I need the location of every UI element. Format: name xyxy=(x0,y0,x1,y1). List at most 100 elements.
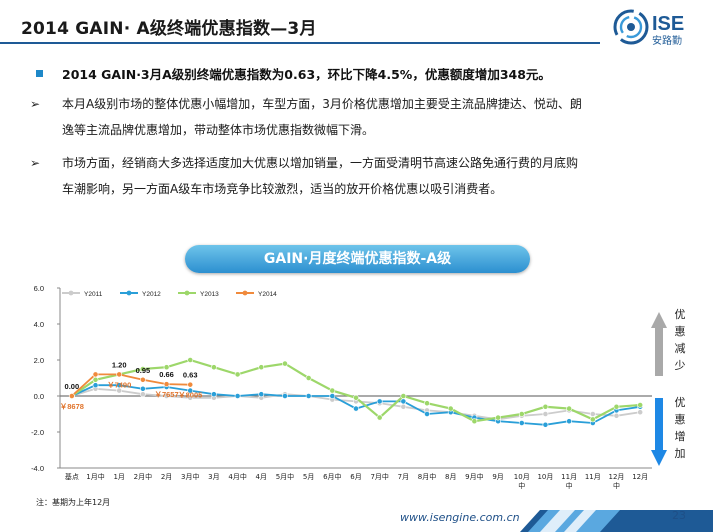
data-point xyxy=(305,375,312,381)
data-point xyxy=(116,371,123,378)
data-point xyxy=(187,387,194,394)
arrow-bullet-1: ➢ xyxy=(30,97,41,111)
data-point xyxy=(258,364,265,371)
para-2-line-2: 车潮影响，另一方面A级车市场竞争比较激烈，适当的放开价格优惠以吸引消费者。 xyxy=(62,182,503,196)
footer-url[interactable]: www.isengine.com.cn xyxy=(400,511,520,524)
data-label: ￥7657 xyxy=(154,390,178,399)
x-tick-label: 1月中 xyxy=(86,472,104,481)
arrow-bullet-2: ➢ xyxy=(30,156,41,170)
data-point xyxy=(542,403,549,410)
data-point xyxy=(447,405,454,412)
summary-para-1: 本月A级别市场的整体优惠小幅增加，车型方面，3月价格优惠增加主要受主流品牌捷达、… xyxy=(62,91,672,143)
data-label: ￥7490 xyxy=(107,380,131,389)
y-tick-label: -4.0 xyxy=(31,464,44,473)
legend-label: Y2014 xyxy=(258,291,277,298)
data-point xyxy=(566,405,573,412)
y-tick-label: 4.0 xyxy=(34,320,44,329)
data-point xyxy=(282,360,288,367)
y-tick-label: 0.0 xyxy=(34,392,44,401)
para-2-line-1: 市场方面，经销商大多选择适度加大优惠以增加销量，一方面受清明节高速公路免通行费的… xyxy=(62,156,579,170)
data-point xyxy=(305,393,312,399)
data-label: ￥8005 xyxy=(178,391,202,400)
legend-marker xyxy=(126,290,132,296)
data-point xyxy=(637,402,644,408)
legend-label: Y2011 xyxy=(84,291,103,298)
data-point xyxy=(566,418,573,425)
bullet-square xyxy=(36,70,43,77)
data-point xyxy=(329,393,336,399)
data-point xyxy=(353,405,359,412)
x-tick-label: 中 xyxy=(613,481,620,490)
x-tick-label: 中 xyxy=(518,481,525,490)
side-label-down-char: 加 xyxy=(675,447,686,460)
data-point xyxy=(68,393,75,399)
x-tick-label: 11月 xyxy=(561,473,577,481)
side-label-up-char: 惠 xyxy=(675,324,686,338)
data-point xyxy=(589,416,596,423)
x-tick-label: 5月中 xyxy=(276,472,294,481)
data-point xyxy=(376,414,383,421)
data-label: ￥8678 xyxy=(60,402,84,411)
data-point xyxy=(116,382,123,389)
x-tick-label: 中 xyxy=(566,481,573,490)
logo-sub: 安路勤 xyxy=(652,34,682,47)
data-point xyxy=(187,357,194,363)
y-tick-label: -2.0 xyxy=(31,428,44,437)
down-arrow-icon xyxy=(651,398,667,466)
data-point xyxy=(211,364,217,371)
x-tick-label: 基点 xyxy=(65,472,79,481)
legend-marker xyxy=(184,290,190,296)
logo-text: ISE xyxy=(652,13,684,35)
footnote: 注：基期为上年12月 xyxy=(36,498,111,507)
x-tick-label: 8月中 xyxy=(418,472,436,481)
title-rule xyxy=(0,42,600,44)
data-point xyxy=(518,420,525,426)
x-tick-label: 4月 xyxy=(256,473,267,481)
data-point xyxy=(282,393,288,399)
data-point xyxy=(424,411,430,417)
x-tick-label: 8月 xyxy=(445,473,456,481)
page-number: 23 xyxy=(672,509,686,522)
side-label-down-char: 优 xyxy=(675,396,686,409)
data-point xyxy=(376,398,383,405)
side-label-down-char: 惠 xyxy=(675,412,686,426)
y-tick-label: 2.0 xyxy=(34,356,44,365)
x-tick-label: 9月 xyxy=(492,473,503,481)
summary-para-2: 市场方面，经销商大多选择适度加大优惠以增加销量，一方面受清明节高速公路免通行费的… xyxy=(62,150,672,202)
x-tick-label: 2月 xyxy=(161,473,172,481)
x-tick-label: 12月 xyxy=(632,473,648,481)
x-tick-label: 6月 xyxy=(350,473,361,481)
data-point xyxy=(329,387,336,394)
x-tick-label: 7月中 xyxy=(370,472,388,481)
series-line-Y2014 xyxy=(71,373,191,397)
data-point xyxy=(613,412,620,419)
legend-label: Y2012 xyxy=(142,291,161,298)
data-point xyxy=(234,371,241,378)
data-point xyxy=(400,393,407,399)
data-point xyxy=(163,381,170,388)
side-label-down-char: 增 xyxy=(675,429,686,443)
legend-marker xyxy=(242,290,248,296)
data-point xyxy=(400,398,407,405)
data-point xyxy=(92,371,99,378)
line-chart: 6.0 4.0 2.0 0.0 -2.0 -4.0 基点 1月中 1月 2月中 2月 3月中 3月 4月中… xyxy=(31,284,686,490)
data-point xyxy=(518,411,525,417)
x-tick-label: 6月中 xyxy=(323,472,341,481)
data-point xyxy=(139,366,146,372)
x-tick-label: 12月 xyxy=(609,473,625,481)
page-title: 2014 GAIN· A级终端优惠指数—3月 xyxy=(21,19,317,39)
data-point xyxy=(589,411,596,417)
x-tick-label: 4月中 xyxy=(228,472,246,481)
side-label-up-char: 少 xyxy=(675,359,686,372)
data-point xyxy=(542,421,549,428)
data-point xyxy=(211,391,217,398)
x-tick-label: 7月 xyxy=(398,473,409,481)
x-tick-label: 1月 xyxy=(113,473,124,481)
data-point xyxy=(163,364,170,371)
data-point xyxy=(258,391,265,398)
data-point xyxy=(187,394,194,401)
data-point xyxy=(471,418,478,425)
summary-lead: 2014 GAIN·3月A级别终端优惠指数为0.63，环比下降4.5%，优惠额度… xyxy=(62,67,551,82)
legend-label: Y2013 xyxy=(200,291,219,298)
data-point xyxy=(424,400,430,407)
